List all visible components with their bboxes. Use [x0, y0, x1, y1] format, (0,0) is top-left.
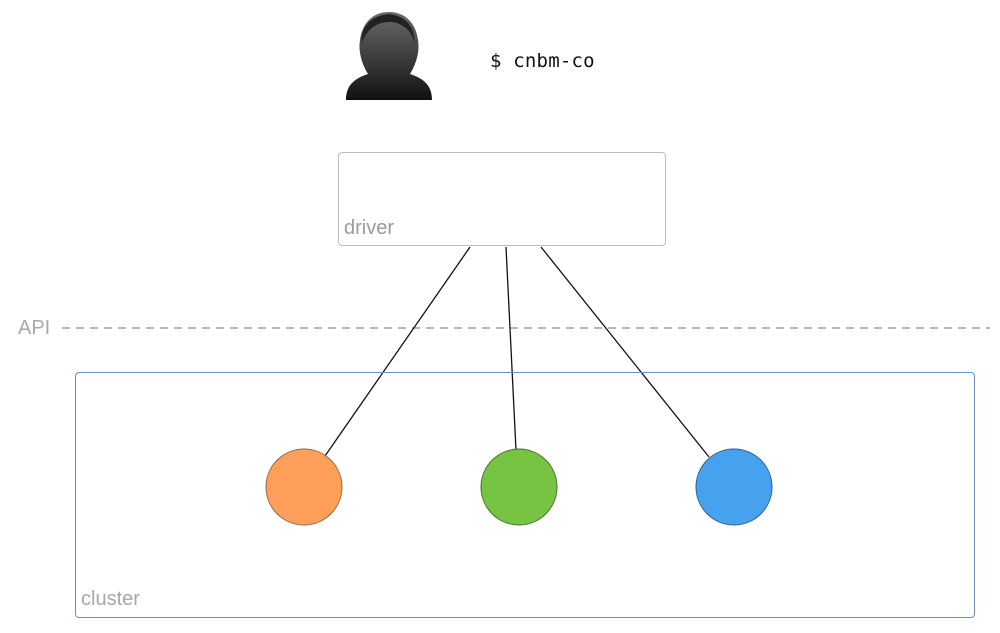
connection-line-green — [505, 246, 517, 451]
connection-line-orange — [324, 246, 471, 457]
driver-label: driver — [344, 217, 395, 239]
person-silhouette-icon — [346, 12, 432, 100]
connection-line-blue — [540, 246, 710, 458]
driver-box — [338, 152, 666, 246]
command-text: $ cnbm-co — [490, 50, 595, 72]
cluster-node-orange — [265, 448, 343, 526]
cluster-box — [75, 372, 975, 618]
api-label: API — [18, 317, 51, 339]
cluster-node-blue — [695, 448, 773, 526]
cluster-label: cluster — [81, 588, 140, 610]
cluster-node-green — [480, 448, 558, 526]
